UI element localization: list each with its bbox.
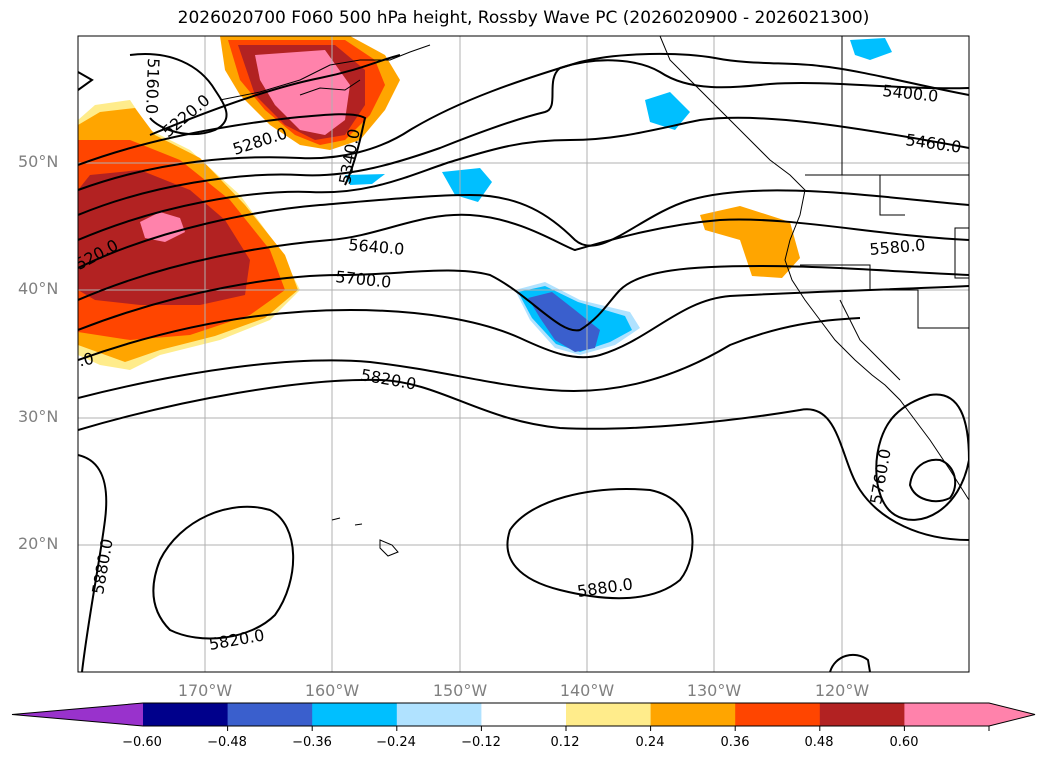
positive-anomaly-california <box>700 206 800 278</box>
colorbar-segment <box>396 703 482 726</box>
colorbar-tick-label: 0.12 <box>550 735 580 750</box>
lon-label-150w: 150°W <box>432 681 488 700</box>
lat-label-50n: 50°N <box>18 152 59 171</box>
colorbar-segment <box>143 703 229 726</box>
lon-label-130w: 130°W <box>686 681 742 700</box>
map-area: 5160.0 5220.0 5280.0 5340.0 5400.0 5460.… <box>78 36 969 672</box>
negative-anomaly-central <box>515 282 640 355</box>
colorbar-tick-label: −0.36 <box>292 735 332 750</box>
colorbar-tick-label: −0.48 <box>207 735 247 750</box>
contour-label-5580: 5580.0 <box>869 235 926 259</box>
colorbar-segment <box>819 703 905 726</box>
lat-label-40n: 40°N <box>18 279 59 298</box>
colorbar <box>11 702 1036 731</box>
contour-label-5640: 5640.0 <box>348 235 405 259</box>
colorbar-segment <box>312 703 398 726</box>
colorbar-segment <box>904 703 990 726</box>
colorbar-segment <box>566 703 652 726</box>
negative-anomaly-small <box>345 38 892 202</box>
colorbar-segment <box>481 703 567 726</box>
coastlines <box>219 36 969 557</box>
colorbar-tick-label: 0.24 <box>635 735 665 750</box>
contour-label-5160: 5160.0 <box>142 58 163 115</box>
lat-label-30n: 30°N <box>18 407 59 426</box>
colorbar-tick-label: 0.36 <box>720 735 750 750</box>
lat-label-20n: 20°N <box>18 534 59 553</box>
lon-label-140w: 140°W <box>559 681 615 700</box>
colorbar-segment <box>227 703 313 726</box>
colorbar-segment <box>735 703 821 726</box>
colorbar-tick-label: 0.48 <box>804 735 834 750</box>
colorbar-tick-label: −0.24 <box>376 735 416 750</box>
lon-label-160w: 160°W <box>304 681 360 700</box>
map-frame <box>77 35 970 673</box>
lon-label-120w: 120°W <box>814 681 870 700</box>
height-contours <box>78 52 969 672</box>
lon-label-170w: 170°W <box>177 681 233 700</box>
colorbar-outline <box>11 702 1036 727</box>
chart-title: 2026020700 F060 500 hPa height, Rossby W… <box>177 8 870 28</box>
colorbar-tick-label: −0.12 <box>461 735 501 750</box>
colorbar-extend-min <box>12 703 143 726</box>
colorbar-tick-label: 0.60 <box>889 735 919 750</box>
colorbar-tick-label: −0.60 <box>122 735 162 750</box>
colorbar-extend-max <box>989 703 1035 726</box>
colorbar-segment <box>650 703 736 726</box>
